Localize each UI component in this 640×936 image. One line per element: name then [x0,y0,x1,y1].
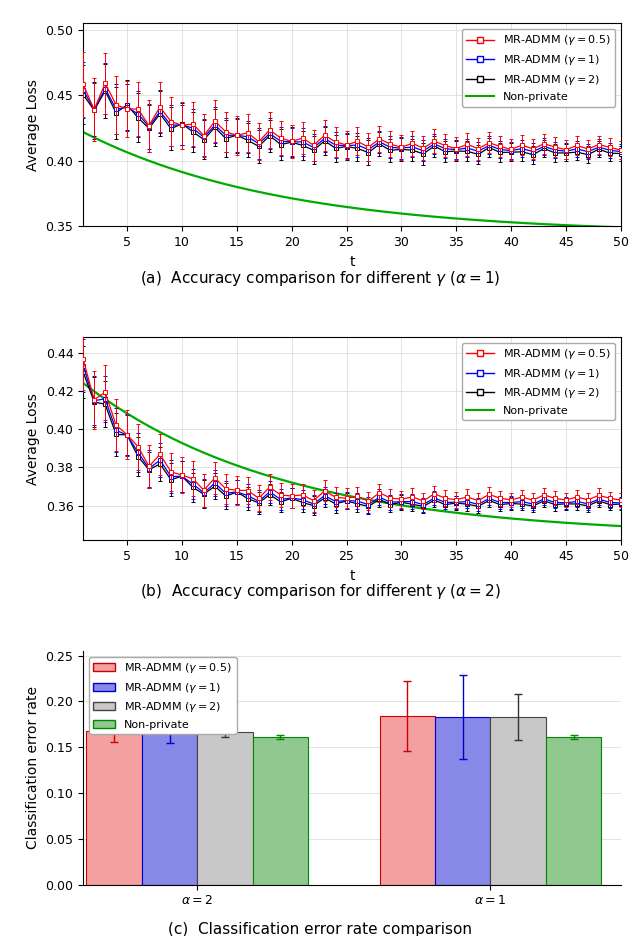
Bar [142,731,197,885]
Text: (a)  Accuracy comparison for different $\gamma$ ($\alpha = 1$): (a) Accuracy comparison for different $\… [140,269,500,287]
Y-axis label: Classification error rate: Classification error rate [26,686,40,849]
Bar [546,738,601,885]
Legend: MR-ADMM ($\gamma = 0.5$), MR-ADMM ($\gamma = 1$), MR-ADMM ($\gamma = 2$), Non-pr: MR-ADMM ($\gamma = 0.5$), MR-ADMM ($\gam… [461,29,615,107]
Legend: MR-ADMM ($\gamma = 0.5$), MR-ADMM ($\gamma = 1$), MR-ADMM ($\gamma = 2$), Non-pr: MR-ADMM ($\gamma = 0.5$), MR-ADMM ($\gam… [89,657,237,734]
Bar [253,738,308,885]
Text: (b)  Accuracy comparison for different $\gamma$ ($\alpha = 2$): (b) Accuracy comparison for different $\… [140,582,500,601]
X-axis label: t: t [349,255,355,269]
Y-axis label: Average Loss: Average Loss [26,79,40,171]
Text: (c)  Classification error rate comparison: (c) Classification error rate comparison [168,922,472,936]
X-axis label: t: t [349,568,355,582]
Y-axis label: Average Loss: Average Loss [26,393,40,485]
Bar [197,732,253,885]
Bar [490,717,546,885]
Bar [380,716,435,885]
Bar [435,717,490,885]
Legend: MR-ADMM ($\gamma = 0.5$), MR-ADMM ($\gamma = 1$), MR-ADMM ($\gamma = 2$), Non-pr: MR-ADMM ($\gamma = 0.5$), MR-ADMM ($\gam… [461,343,615,420]
Bar [86,731,142,885]
